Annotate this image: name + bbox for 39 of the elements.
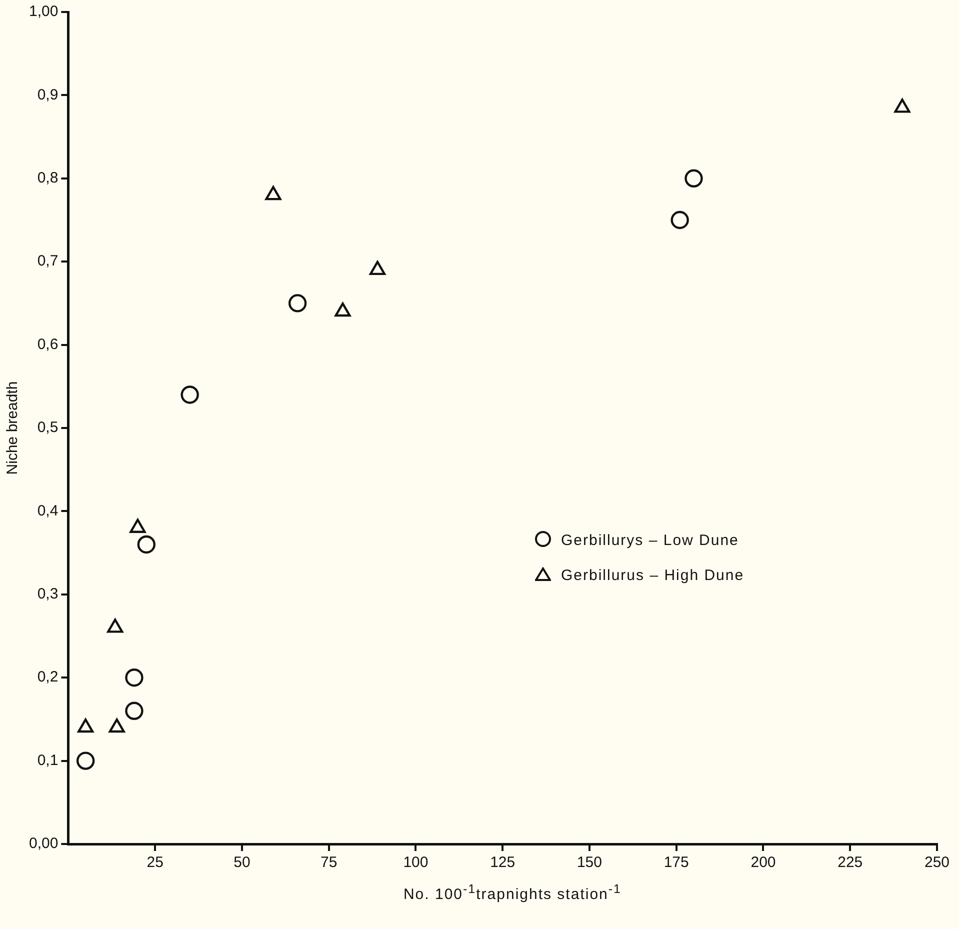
point <box>670 210 689 230</box>
point <box>334 302 351 317</box>
legend-label: Gerbillurys – Low Dune <box>561 532 739 549</box>
y-tick-label: 0,8 <box>37 170 58 187</box>
x-tick-label: 50 <box>234 854 250 872</box>
x-tick-label: 125 <box>490 854 516 872</box>
y-tick-label: 0,00 <box>28 835 58 852</box>
point <box>76 752 95 770</box>
y-tick-label: 1,00 <box>28 3 58 20</box>
x-tick-label: 200 <box>750 854 776 872</box>
x-tick-label: 250 <box>924 854 950 872</box>
point <box>137 535 156 554</box>
point <box>125 702 144 720</box>
y-tick-label: 0,9 <box>37 86 58 104</box>
point <box>288 294 307 312</box>
y-tick-label: 0,1 <box>37 752 58 769</box>
y-tick-label: 0,2 <box>37 668 58 686</box>
x-tick-label: 100 <box>403 854 428 872</box>
point <box>894 98 910 113</box>
point <box>130 518 146 533</box>
legend-label: Gerbillurus – High Dune <box>561 567 744 584</box>
x-tick-label: 150 <box>576 854 602 872</box>
x-axis-title: No. 100$^{-1}$trapnights station$^{-1}$ <box>402 882 623 903</box>
point <box>369 260 386 276</box>
point <box>180 386 199 404</box>
point <box>265 186 282 200</box>
y-tick-label: 0,4 <box>37 502 58 520</box>
point <box>125 668 144 687</box>
y-axis-title: Niche breadth <box>4 381 22 475</box>
point <box>107 618 124 633</box>
y-tick-label: 0,3 <box>37 586 58 603</box>
y-tick-label: 0,5 <box>37 419 58 436</box>
x-tick-label: 25 <box>146 854 164 872</box>
y-tick-label: 0,7 <box>37 252 58 270</box>
x-tick-label: 225 <box>838 854 863 872</box>
y-tick-label: 0,6 <box>37 336 58 353</box>
x-tick-label: 175 <box>664 854 689 872</box>
x-tick-label: 75 <box>320 854 338 872</box>
point <box>684 169 703 188</box>
